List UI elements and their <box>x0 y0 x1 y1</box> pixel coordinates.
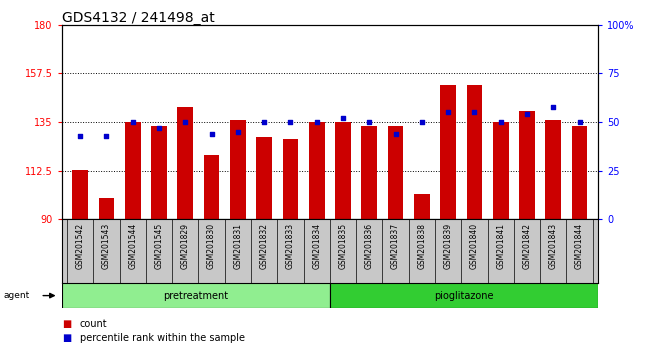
Point <box>364 119 374 125</box>
Point <box>522 112 532 117</box>
Bar <box>62 283 330 308</box>
Bar <box>361 126 377 219</box>
Bar <box>330 283 598 308</box>
Text: GSM201833: GSM201833 <box>286 223 295 269</box>
Text: GSM201832: GSM201832 <box>259 223 268 269</box>
Bar <box>256 137 272 219</box>
Text: GSM201543: GSM201543 <box>102 223 111 269</box>
Point <box>259 119 269 125</box>
Text: pretreatment: pretreatment <box>163 291 228 301</box>
Bar <box>440 85 456 219</box>
Text: ■: ■ <box>62 319 71 329</box>
Text: GDS4132 / 241498_at: GDS4132 / 241498_at <box>62 11 214 25</box>
Point <box>495 119 506 125</box>
Bar <box>203 155 220 219</box>
Bar <box>414 194 430 219</box>
Text: GSM201839: GSM201839 <box>444 223 452 269</box>
Bar <box>177 107 193 219</box>
Bar <box>309 122 324 219</box>
Bar <box>493 122 509 219</box>
Text: GSM201545: GSM201545 <box>155 223 164 269</box>
Text: GSM201843: GSM201843 <box>549 223 558 269</box>
Text: GSM201544: GSM201544 <box>128 223 137 269</box>
Text: GSM201837: GSM201837 <box>391 223 400 269</box>
Text: GSM201844: GSM201844 <box>575 223 584 269</box>
Text: percentile rank within the sample: percentile rank within the sample <box>80 333 245 343</box>
Text: GSM201542: GSM201542 <box>75 223 84 269</box>
Text: GSM201836: GSM201836 <box>365 223 374 269</box>
Point <box>154 125 164 131</box>
Bar <box>387 126 404 219</box>
Text: GSM201829: GSM201829 <box>181 223 190 269</box>
Point <box>575 119 585 125</box>
Text: GSM201838: GSM201838 <box>417 223 426 269</box>
Text: GSM201831: GSM201831 <box>233 223 242 269</box>
Point <box>207 131 217 137</box>
Point <box>391 131 401 137</box>
Point <box>101 133 112 138</box>
Text: count: count <box>80 319 108 329</box>
Bar <box>125 122 140 219</box>
Point <box>338 115 348 121</box>
Text: GSM201830: GSM201830 <box>207 223 216 269</box>
Text: GSM201842: GSM201842 <box>523 223 532 269</box>
Point <box>233 129 243 135</box>
Text: GSM201841: GSM201841 <box>496 223 505 269</box>
Point <box>443 110 453 115</box>
Point <box>75 133 85 138</box>
Point <box>417 119 427 125</box>
Bar <box>467 85 482 219</box>
Text: GSM201840: GSM201840 <box>470 223 479 269</box>
Point <box>180 119 190 125</box>
Bar <box>230 120 246 219</box>
Point <box>127 119 138 125</box>
Point <box>548 104 558 109</box>
Text: ■: ■ <box>62 333 71 343</box>
Bar <box>283 139 298 219</box>
Bar <box>335 122 351 219</box>
Text: pioglitazone: pioglitazone <box>434 291 494 301</box>
Text: GSM201834: GSM201834 <box>312 223 321 269</box>
Point <box>469 110 480 115</box>
Bar <box>72 170 88 219</box>
Bar <box>572 126 588 219</box>
Point <box>285 119 296 125</box>
Bar <box>151 126 167 219</box>
Text: agent: agent <box>3 291 29 300</box>
Point <box>311 119 322 125</box>
Bar <box>519 111 535 219</box>
Bar <box>99 198 114 219</box>
Bar <box>545 120 561 219</box>
Text: GSM201835: GSM201835 <box>339 223 348 269</box>
